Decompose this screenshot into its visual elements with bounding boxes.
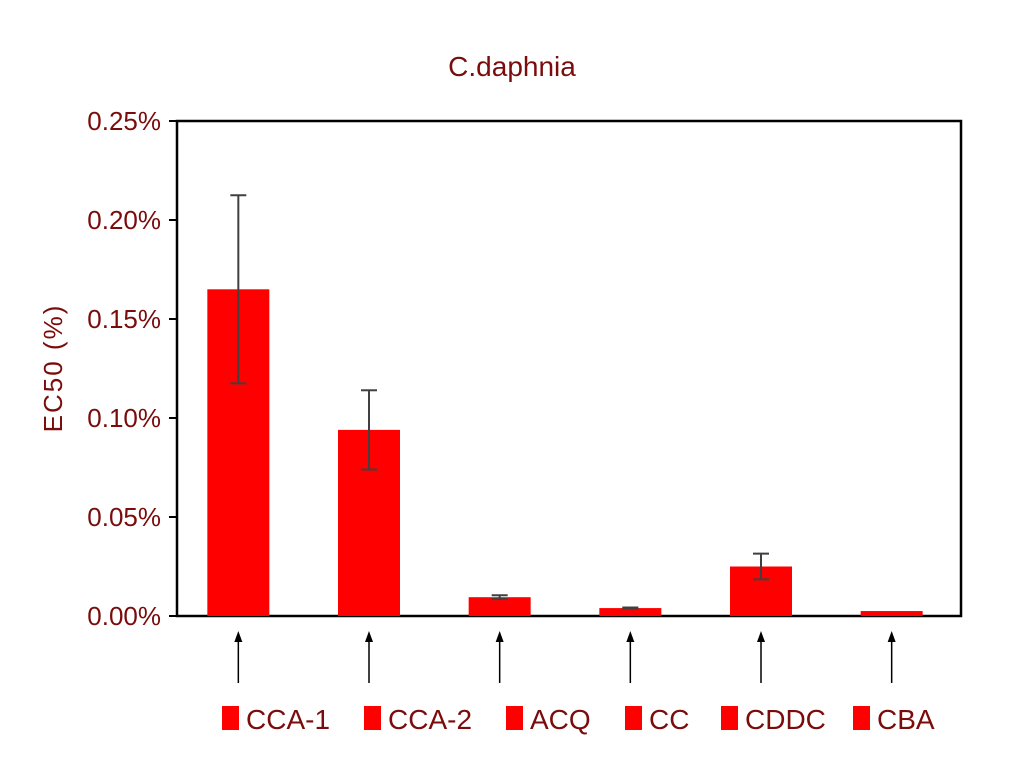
legend-swatch: [853, 706, 870, 730]
y-tick-label: 0.05%: [87, 502, 161, 532]
legend-swatch: [506, 706, 523, 730]
legend: CCA-1 CCA-2 ACQ CC CDDC CBA: [222, 704, 935, 735]
y-axis-label: EC50 (%): [38, 304, 68, 433]
legend-label: CCA-2: [388, 704, 472, 735]
arrow-head: [626, 631, 635, 642]
legend-swatch: [364, 706, 381, 730]
legend-swatch: [625, 706, 642, 730]
legend-swatch: [222, 706, 239, 730]
arrow-head: [365, 631, 373, 642]
y-tick-label: 0.25%: [87, 106, 161, 136]
y-tick-label: 0.10%: [87, 403, 161, 433]
y-tick-label: 0.20%: [87, 205, 161, 235]
arrow-head: [234, 631, 243, 642]
category-arrows: [234, 631, 896, 683]
arrow-head: [887, 631, 896, 642]
legend-swatch: [721, 706, 738, 730]
error-bars: [230, 194, 769, 610]
plot-frame: [175, 119, 963, 618]
bar: [599, 608, 662, 616]
arrow-head: [757, 631, 765, 642]
bar: [468, 597, 531, 616]
legend-label: CC: [649, 704, 689, 735]
chart-title: C.daphnia: [448, 51, 576, 82]
bar: [860, 611, 923, 616]
legend-label: CBA: [877, 704, 935, 735]
y-tick-label: 0.15%: [87, 304, 161, 334]
y-axis: 0.25% 0.20% 0.15% 0.10% 0.05% 0.00%: [87, 106, 177, 631]
legend-label: CDDC: [745, 704, 826, 735]
legend-label: CCA-1: [246, 704, 330, 735]
bars: [207, 289, 923, 616]
legend-label: ACQ: [530, 704, 591, 735]
y-tick-label: 0.00%: [87, 601, 161, 631]
arrow-head: [495, 631, 504, 642]
